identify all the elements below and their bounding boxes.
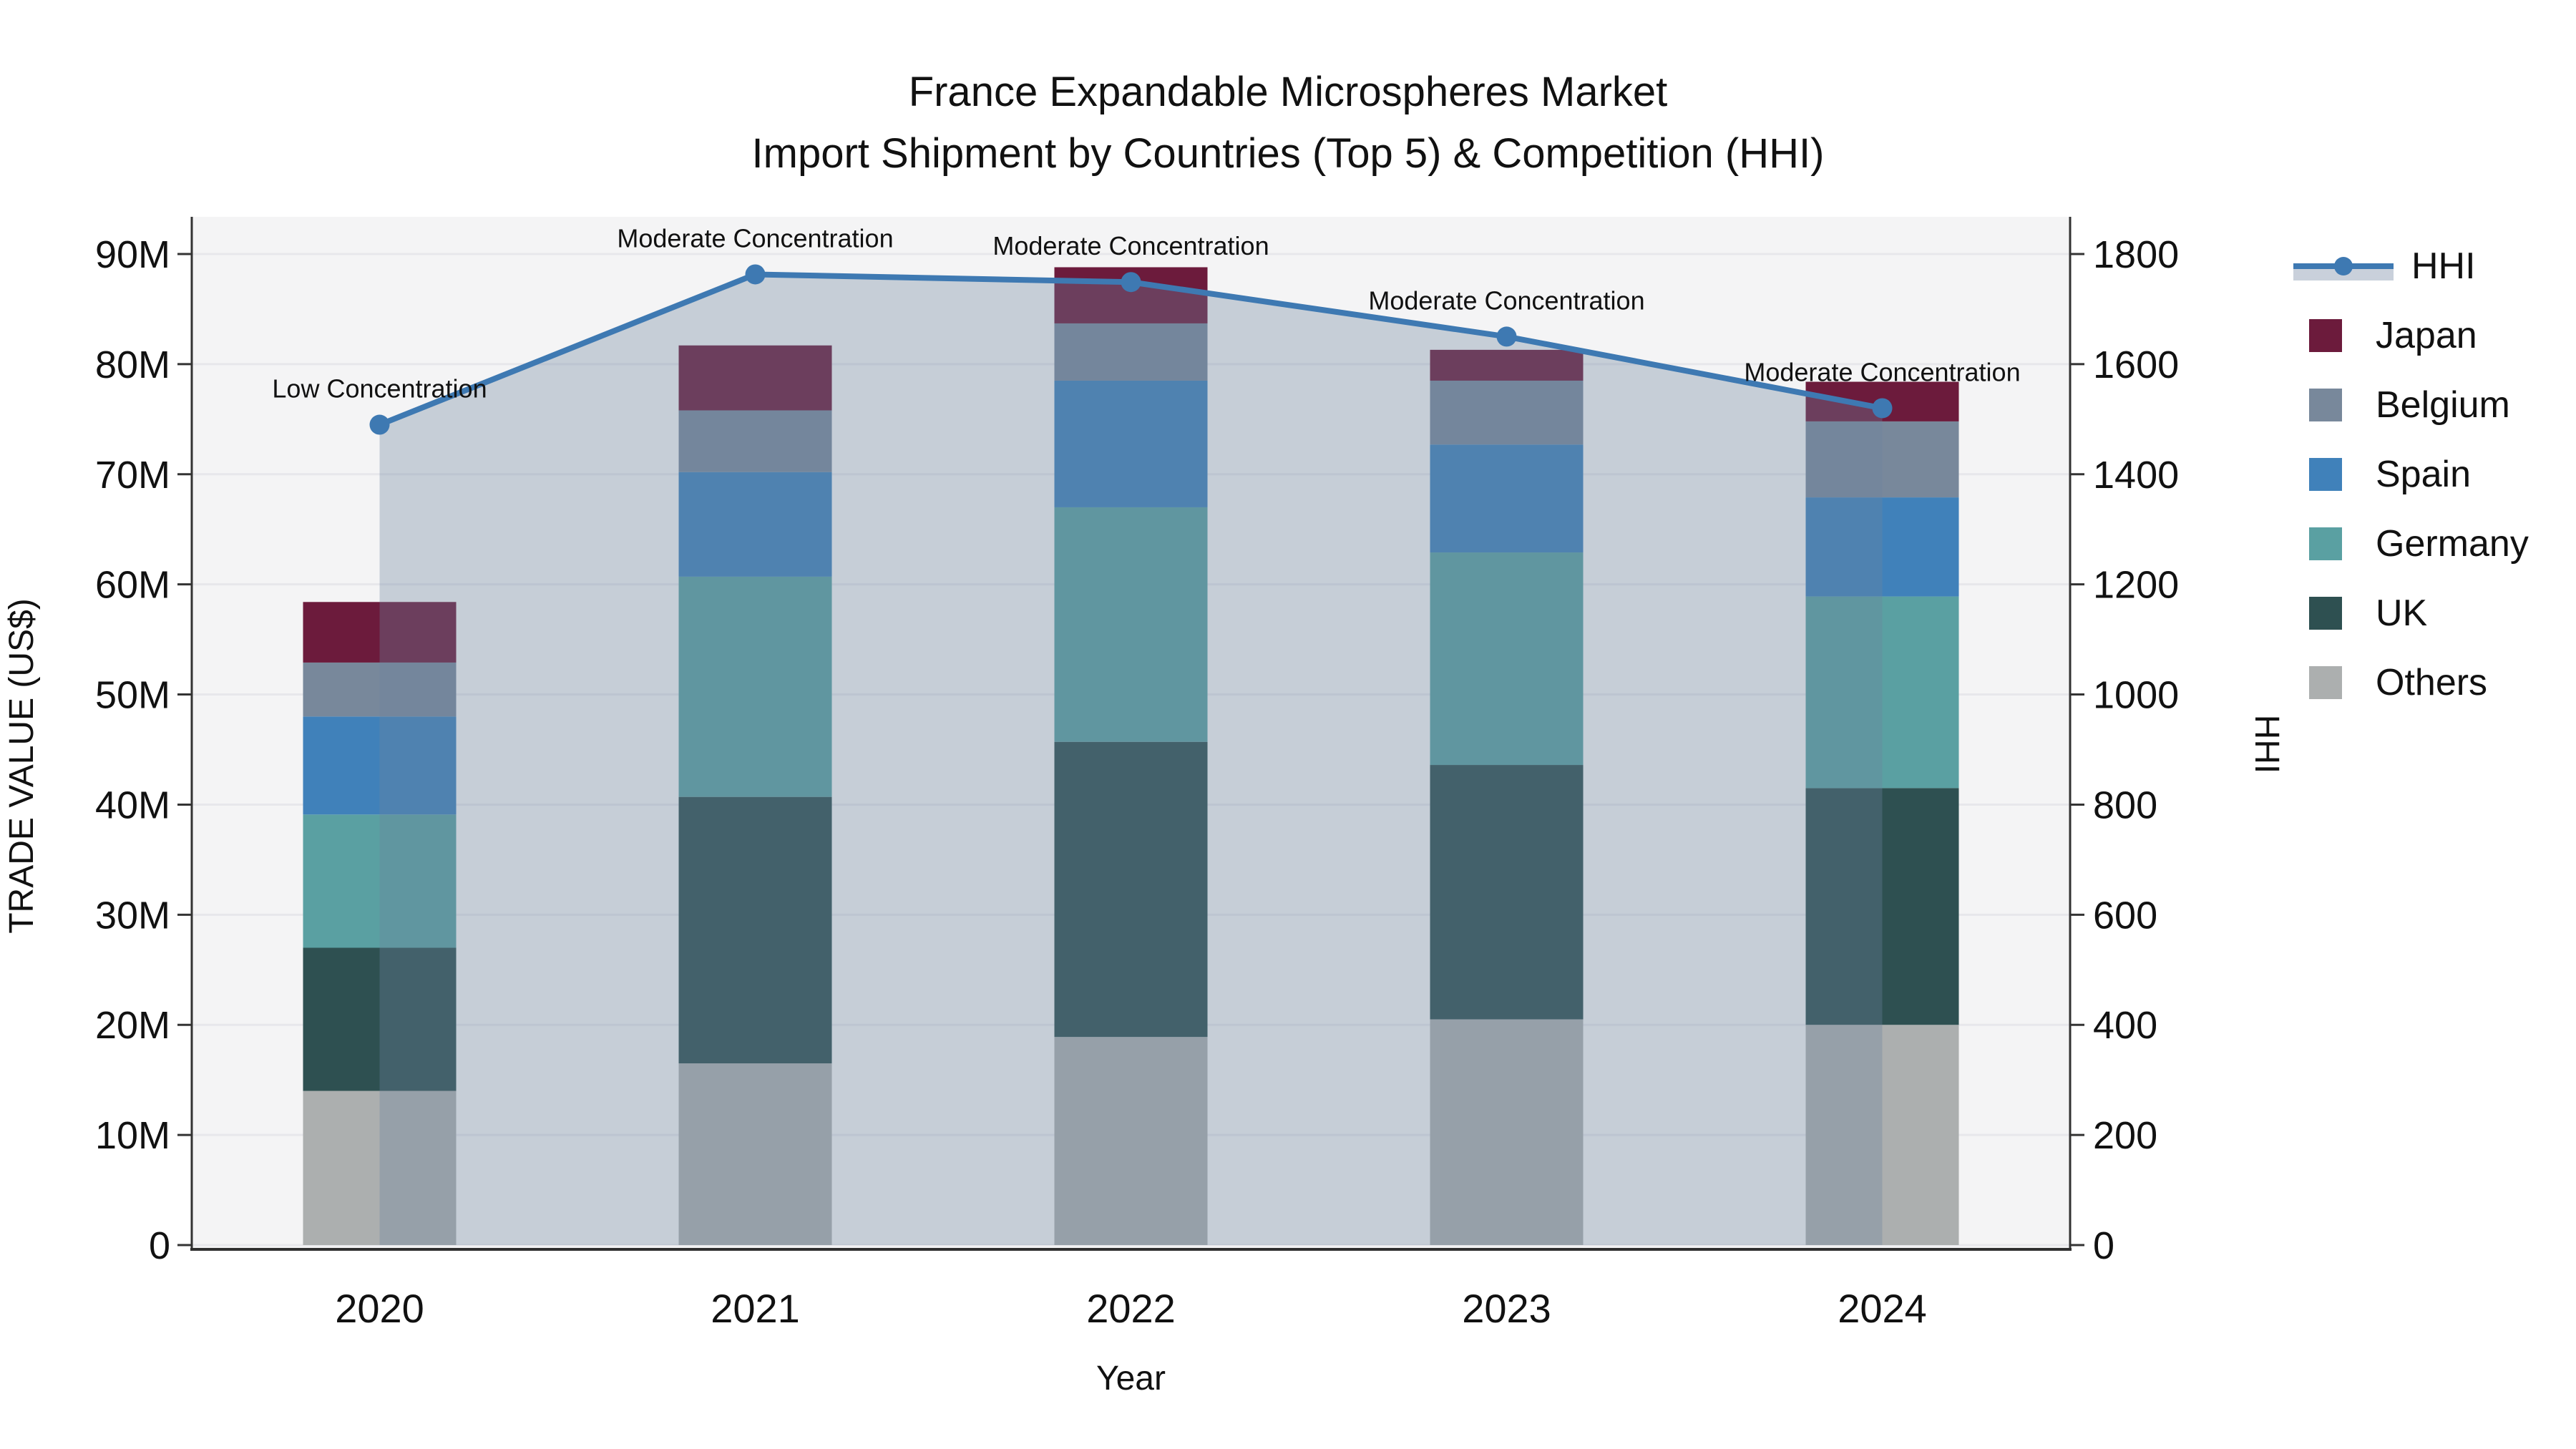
y-right-axis-title: HHI <box>2248 715 2285 774</box>
chart-title-line-2: Import Shipment by Countries (Top 5) & C… <box>751 130 1825 177</box>
legend-item-spain[interactable]: Spain <box>2293 439 2529 509</box>
x-tick-label-2024: 2024 <box>1838 1286 1927 1331</box>
legend-item-hhi[interactable]: HHI <box>2293 231 2529 301</box>
bar-segment-uk-2022 <box>1054 741 1208 1038</box>
bar-segment-belgium-2023 <box>1430 380 1584 445</box>
legend-item-belgium[interactable]: Belgium <box>2293 370 2529 439</box>
legend-item-uk[interactable]: UK <box>2293 578 2529 648</box>
bar-segment-germany-2023 <box>1430 552 1584 766</box>
y-right-tick-label: 200 <box>2093 1114 2157 1157</box>
others-swatch-icon <box>2309 665 2342 699</box>
legend-label: Germany <box>2376 522 2529 565</box>
bar-segment-spain-2021 <box>678 472 832 577</box>
annotation-2023: Moderate Concentration <box>1368 286 1644 315</box>
y-left-tick-label: 80M <box>95 343 170 386</box>
annotation-2024: Moderate Concentration <box>1744 357 2020 386</box>
legend-item-germany[interactable]: Germany <box>2293 509 2529 578</box>
bar-segment-belgium-2022 <box>1054 323 1208 381</box>
x-tick-label-2023: 2023 <box>1462 1286 1551 1331</box>
bar-segment-spain-2024 <box>1805 497 1959 597</box>
bar-segment-uk-2024 <box>1805 788 1959 1025</box>
bar-segment-belgium-2021 <box>678 410 832 472</box>
bar-segment-spain-2020 <box>303 716 457 815</box>
y-right-tick-label: 400 <box>2093 1004 2157 1047</box>
hhi-marker-2022 <box>1121 272 1141 293</box>
y-right-tick-label: 1000 <box>2093 674 2179 717</box>
y-left-tick-label: 10M <box>95 1114 170 1157</box>
belgium-swatch-icon <box>2309 388 2342 421</box>
y-right-tick-label: 600 <box>2093 894 2157 937</box>
bar-segment-japan-2021 <box>678 345 832 411</box>
japan-swatch-icon <box>2309 318 2342 352</box>
y-right-tick-label: 0 <box>2093 1224 2114 1267</box>
hhi-marker-2021 <box>745 264 766 285</box>
bar-segment-others-2022 <box>1054 1037 1208 1245</box>
y-left-tick-label: 20M <box>95 1004 170 1047</box>
hhi-marker-2023 <box>1496 326 1517 347</box>
y-left-tick-label: 0 <box>149 1224 170 1267</box>
y-left-tick-label: 70M <box>95 454 170 497</box>
y-left-tick-label: 40M <box>95 784 170 826</box>
legend: HHI Japan Belgium Spain Germany UK Other… <box>2293 231 2529 717</box>
bar-segment-japan-2023 <box>1430 349 1584 381</box>
x-tick-label-2022: 2022 <box>1086 1286 1176 1331</box>
legend-label: UK <box>2376 592 2428 634</box>
germany-swatch-icon <box>2309 527 2342 560</box>
hhi-line-swatch-icon <box>2293 246 2394 286</box>
bar-segment-belgium-2024 <box>1805 421 1959 498</box>
legend-label: Others <box>2376 661 2488 703</box>
bar-segment-spain-2022 <box>1054 380 1208 507</box>
y-left-tick-label: 50M <box>95 674 170 717</box>
annotation-2021: Moderate Concentration <box>617 223 893 253</box>
x-tick-label-2021: 2021 <box>711 1286 800 1331</box>
y-right-tick-label: 1200 <box>2093 564 2179 607</box>
hhi-area-fill <box>379 274 1883 1245</box>
hhi-marker-2020 <box>369 414 390 435</box>
legend-label: Belgium <box>2376 384 2510 426</box>
legend-label: Spain <box>2376 453 2471 495</box>
y-left-tick-label: 30M <box>95 894 170 937</box>
uk-swatch-icon <box>2309 596 2342 630</box>
legend-item-japan[interactable]: Japan <box>2293 301 2529 370</box>
bar-segment-germany-2021 <box>678 576 832 797</box>
y-right-tick-label: 1400 <box>2093 454 2179 497</box>
y-right-tick-label: 1800 <box>2093 233 2179 276</box>
bar-segment-uk-2023 <box>1430 765 1584 1020</box>
bar-segment-japan-2020 <box>303 602 457 663</box>
bar-segment-spain-2023 <box>1430 444 1584 553</box>
legend-item-others[interactable]: Others <box>2293 648 2529 717</box>
x-axis-title: Year <box>1096 1360 1166 1397</box>
hhi-marker-2024 <box>1872 398 1893 419</box>
legend-label: Japan <box>2376 314 2477 356</box>
bar-segment-others-2021 <box>678 1063 832 1245</box>
bar-segment-others-2023 <box>1430 1019 1584 1245</box>
bar-segment-germany-2022 <box>1054 507 1208 742</box>
annotation-2020: Low Concentration <box>272 374 487 404</box>
bar-segment-belgium-2020 <box>303 662 457 717</box>
x-tick-label-2020: 2020 <box>335 1286 424 1331</box>
bar-segment-uk-2020 <box>303 947 457 1091</box>
y-right-tick-label: 800 <box>2093 784 2157 826</box>
legend-label: HHI <box>2411 245 2476 287</box>
spain-swatch-icon <box>2309 457 2342 491</box>
chart-title-line-1: France Expandable Microspheres Market <box>908 69 1668 115</box>
y-left-tick-label: 90M <box>95 233 170 276</box>
y-left-tick-label: 60M <box>95 564 170 607</box>
y-right-tick-label: 1600 <box>2093 343 2179 386</box>
bar-segment-germany-2024 <box>1805 596 1959 789</box>
bar-segment-others-2020 <box>303 1091 457 1245</box>
annotation-2022: Moderate Concentration <box>992 231 1269 260</box>
bar-segment-germany-2020 <box>303 814 457 948</box>
y-left-axis-title: TRADE VALUE (US$) <box>3 598 41 934</box>
bar-segment-uk-2021 <box>678 796 832 1064</box>
bar-segment-others-2024 <box>1805 1025 1959 1245</box>
